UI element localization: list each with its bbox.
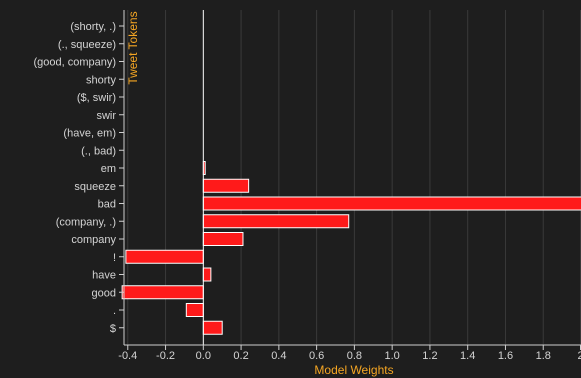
bar <box>202 232 244 246</box>
x-tick-label: 0.2 <box>233 350 248 362</box>
y-tick-label: bad <box>98 199 116 211</box>
bar <box>185 303 204 317</box>
x-tick-label: 2 <box>577 350 581 362</box>
y-tick-label: good <box>92 287 116 299</box>
y-tick-label: (company, .) <box>56 216 116 228</box>
y-tick-label: (good, company) <box>33 57 116 69</box>
y-tick-label: squeeze <box>74 181 116 193</box>
x-axis-title: Model Weights <box>314 363 393 377</box>
y-tick-label: . <box>113 305 116 317</box>
y-tick-label: have <box>92 270 116 282</box>
x-tick-label: 0.8 <box>347 350 362 362</box>
axes: (shorty, .) (., squeeze) (good, company) sh… <box>33 10 581 362</box>
bars <box>121 161 581 335</box>
bar <box>202 320 223 335</box>
bar <box>202 178 250 193</box>
x-tick-label: -0.4 <box>118 350 137 362</box>
y-tick-label: ! <box>113 252 116 264</box>
bar <box>202 196 581 211</box>
y-tick-label: (have, em) <box>63 128 116 140</box>
x-tick-label: 1.8 <box>536 350 551 362</box>
y-tick-label: (shorty, .) <box>70 21 116 33</box>
x-tick-label: 1.4 <box>460 350 475 362</box>
y-axis-title: Tweet Tokens <box>126 11 140 84</box>
x-tick-label: -0.2 <box>156 350 175 362</box>
y-tick-label: swir <box>96 110 116 122</box>
y-tick-label: em <box>101 163 116 175</box>
bar <box>125 249 204 264</box>
x-tick-label: 1.2 <box>422 350 437 362</box>
y-tick-label: ($, swir) <box>77 92 116 104</box>
bar <box>202 267 212 282</box>
x-tick-label: 1.6 <box>498 350 513 362</box>
y-tick-label: $ <box>110 323 116 335</box>
y-tick-label: (., bad) <box>81 145 116 157</box>
bar <box>121 285 204 300</box>
y-tick-label: (., squeeze) <box>58 39 116 51</box>
x-tick-label: 1.0 <box>385 350 400 362</box>
x-tick-label: 0.6 <box>309 350 324 362</box>
bar <box>202 214 350 229</box>
x-tick-label: 0.0 <box>196 350 211 362</box>
y-tick-label: shorty <box>86 74 116 86</box>
x-tick-label: 0.4 <box>271 350 286 362</box>
y-tick-label: company <box>71 234 116 246</box>
